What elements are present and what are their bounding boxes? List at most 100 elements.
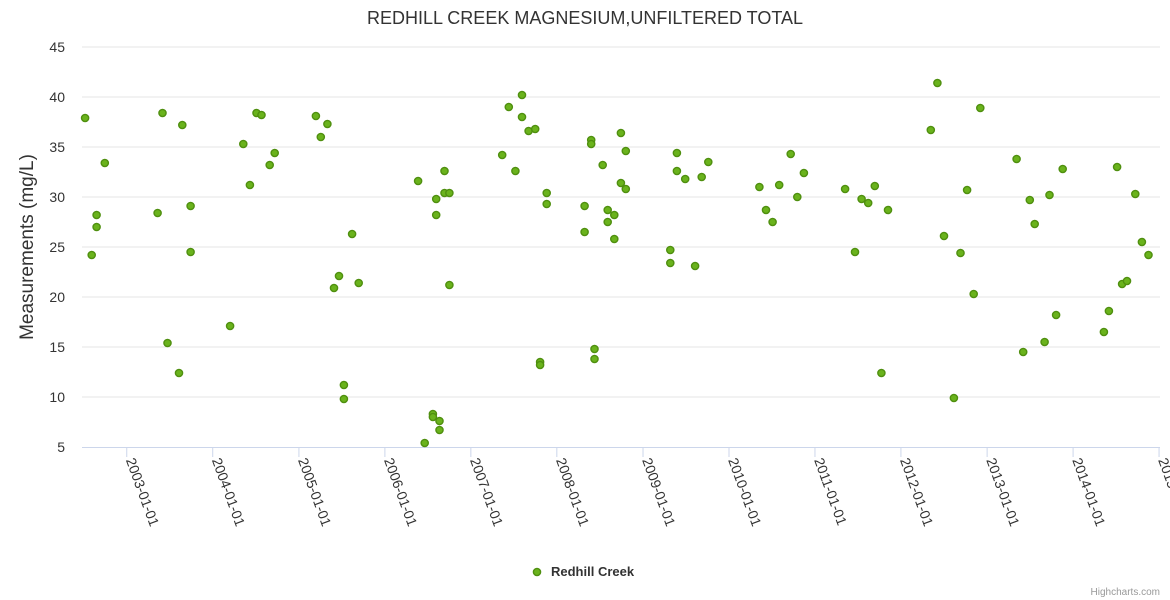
data-point[interactable] — [697, 172, 707, 182]
data-point[interactable] — [1144, 250, 1153, 260]
data-point[interactable] — [1040, 337, 1049, 347]
data-point[interactable] — [265, 160, 275, 170]
data-point[interactable] — [535, 360, 545, 370]
data-point[interactable] — [1018, 347, 1028, 357]
data-point[interactable] — [334, 271, 344, 281]
data-point[interactable] — [666, 258, 675, 268]
data-point[interactable] — [339, 394, 349, 404]
data-point[interactable] — [949, 393, 959, 403]
data-point[interactable] — [413, 176, 423, 186]
data-point[interactable] — [610, 234, 619, 244]
data-point[interactable] — [435, 416, 444, 426]
data-point[interactable] — [1030, 219, 1039, 229]
data-point[interactable] — [80, 113, 90, 123]
data-point[interactable] — [530, 124, 540, 134]
data-point[interactable] — [621, 146, 631, 156]
data-point[interactable] — [863, 198, 873, 208]
data-point[interactable] — [850, 247, 860, 257]
data-point[interactable] — [1112, 162, 1122, 172]
data-point[interactable] — [339, 380, 349, 390]
data-point[interactable] — [186, 247, 195, 257]
data-point[interactable] — [786, 149, 796, 159]
data-point[interactable] — [768, 217, 777, 227]
data-point[interactable] — [799, 168, 809, 178]
data-point[interactable] — [517, 90, 527, 100]
data-point[interactable] — [1012, 154, 1021, 164]
data-point[interactable] — [100, 158, 110, 168]
data-point[interactable] — [755, 182, 764, 192]
data-point[interactable] — [158, 108, 167, 118]
data-point[interactable] — [1045, 190, 1054, 200]
data-point[interactable] — [92, 210, 101, 220]
data-point[interactable] — [1137, 237, 1147, 247]
data-point[interactable] — [186, 201, 195, 211]
data-point[interactable] — [92, 222, 101, 232]
data-point[interactable] — [840, 184, 850, 194]
data-point[interactable] — [420, 438, 430, 448]
data-point[interactable] — [672, 148, 682, 158]
data-point[interactable] — [590, 354, 599, 364]
data-point[interactable] — [877, 368, 886, 378]
data-point[interactable] — [580, 227, 589, 237]
data-point[interactable] — [962, 185, 972, 195]
data-point[interactable] — [542, 199, 552, 209]
data-point[interactable] — [704, 157, 713, 167]
data-point[interactable] — [666, 245, 675, 255]
data-point[interactable] — [431, 194, 441, 204]
data-point[interactable] — [153, 208, 162, 218]
data-point[interactable] — [440, 166, 449, 176]
data-point[interactable] — [497, 150, 507, 160]
data-point[interactable] — [761, 205, 771, 215]
data-point[interactable] — [690, 261, 700, 271]
data-point[interactable] — [517, 112, 527, 122]
credits-link[interactable]: Highcharts.com — [1091, 587, 1160, 598]
data-point[interactable] — [270, 148, 280, 158]
data-point[interactable] — [542, 188, 552, 198]
data-point[interactable] — [435, 425, 444, 435]
data-point[interactable] — [793, 192, 802, 202]
data-point[interactable] — [680, 174, 690, 184]
data-point[interactable] — [939, 231, 949, 241]
data-point[interactable] — [329, 283, 339, 293]
data-point[interactable] — [870, 181, 880, 191]
data-point[interactable] — [1058, 164, 1067, 174]
data-point[interactable] — [245, 180, 255, 190]
data-point[interactable] — [616, 178, 626, 188]
data-point[interactable] — [586, 139, 596, 149]
legend[interactable]: Redhill Creek — [532, 564, 635, 579]
data-point[interactable] — [1131, 189, 1140, 199]
data-point[interactable] — [1122, 276, 1132, 286]
data-point[interactable] — [174, 368, 184, 378]
data-point[interactable] — [956, 248, 965, 258]
data-point[interactable] — [323, 119, 332, 129]
data-point[interactable] — [933, 78, 942, 88]
data-point[interactable] — [428, 412, 438, 422]
data-point[interactable] — [610, 210, 619, 220]
data-point[interactable] — [580, 201, 589, 211]
data-point[interactable] — [257, 110, 266, 120]
data-point[interactable] — [431, 210, 441, 220]
data-point[interactable] — [445, 188, 454, 198]
data-point[interactable] — [311, 111, 321, 121]
data-point[interactable] — [445, 280, 454, 290]
data-point[interactable] — [1051, 310, 1061, 320]
data-point[interactable] — [225, 321, 235, 331]
data-point[interactable] — [603, 217, 613, 227]
data-point[interactable] — [347, 229, 357, 239]
data-point[interactable] — [926, 125, 936, 135]
data-point[interactable] — [1099, 327, 1109, 337]
data-point[interactable] — [616, 128, 626, 138]
data-point[interactable] — [857, 194, 866, 204]
data-point[interactable] — [316, 132, 326, 142]
data-point[interactable] — [354, 278, 364, 288]
data-point[interactable] — [87, 250, 96, 260]
data-point[interactable] — [504, 102, 514, 112]
data-point[interactable] — [672, 166, 682, 176]
data-point[interactable] — [621, 184, 631, 194]
data-point[interactable] — [976, 103, 985, 113]
data-point[interactable] — [603, 205, 613, 215]
data-point[interactable] — [238, 139, 248, 149]
data-point[interactable] — [598, 160, 608, 170]
legend-marker[interactable] — [532, 567, 542, 577]
data-point[interactable] — [1025, 195, 1035, 205]
